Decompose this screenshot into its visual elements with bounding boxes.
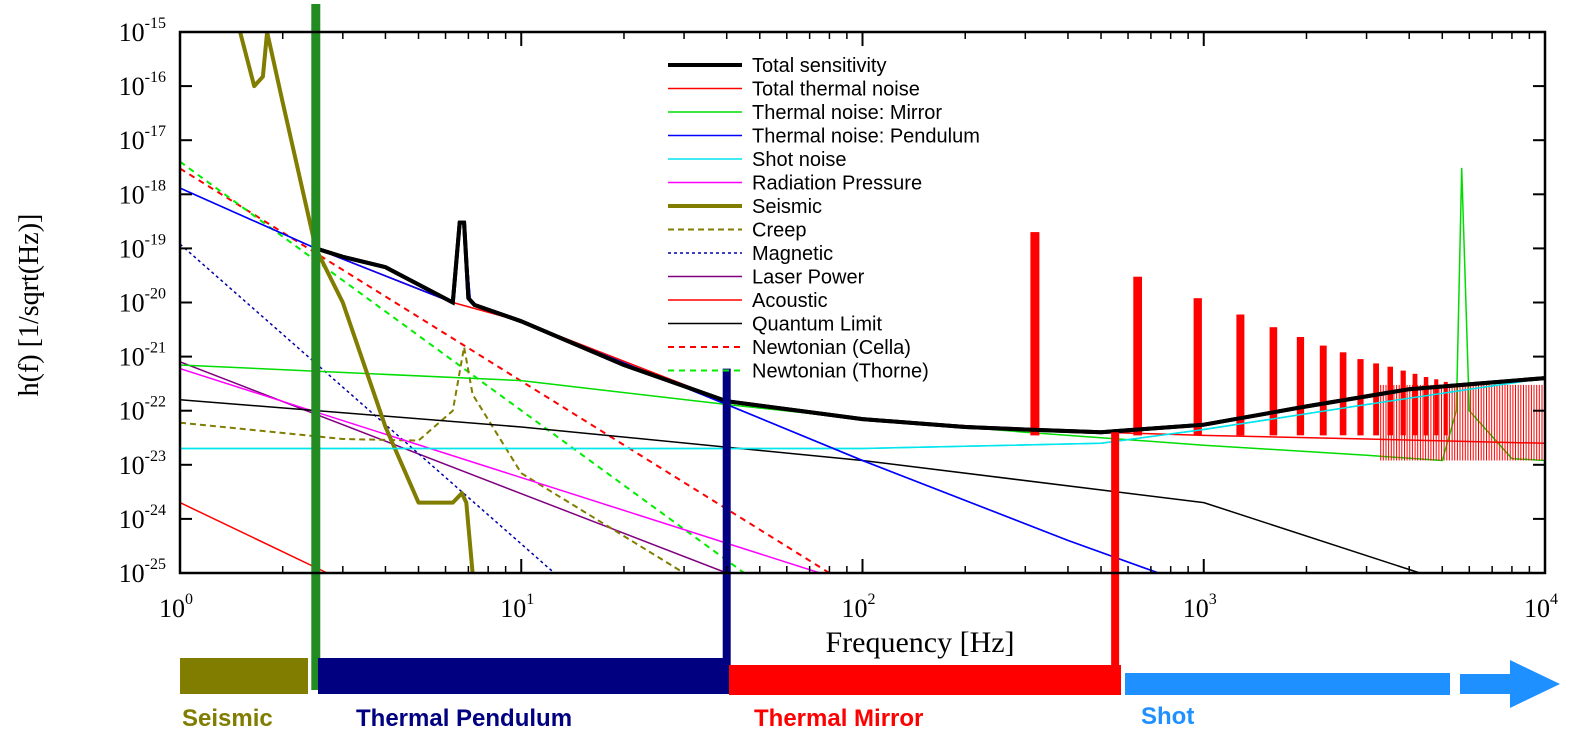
violin-resonance-peak — [1193, 298, 1202, 436]
violin-resonance-peak — [1133, 276, 1142, 436]
y-tick-label: 10-25 — [119, 556, 166, 588]
y-tick-label: 10-17 — [119, 123, 166, 155]
series-radiation-pressure — [180, 367, 821, 573]
violin-resonance-peak — [1443, 381, 1448, 436]
region-bar-seismic — [180, 658, 308, 694]
violin-resonance-peak — [1339, 352, 1347, 436]
legend-label-total-thermal-noise: Total thermal noise — [752, 79, 920, 101]
legend-label-quantum-limit: Quantum Limit — [752, 314, 882, 336]
series-quantum-limit — [180, 398, 1421, 573]
legend-label-acoustic: Acoustic — [752, 290, 828, 312]
legend-label-thermal-noise-mirror: Thermal noise: Mirror — [752, 102, 942, 124]
series-magnetic — [180, 243, 555, 573]
y-tick-label: 10-18 — [119, 177, 166, 209]
x-tick-label: 102 — [842, 591, 876, 623]
x-tick-label: 104 — [1524, 591, 1558, 623]
violin-resonance-peak — [1030, 232, 1040, 436]
violin-resonance-peak — [1236, 314, 1245, 436]
series-layer — [180, 32, 1545, 573]
y-tick-label: 10-15 — [119, 15, 166, 47]
x-axis-label: Frequency [Hz] — [825, 626, 1014, 659]
legend-label-thermal-noise-pendulum: Thermal noise: Pendulum — [752, 126, 980, 148]
violin-resonance-peak — [1296, 337, 1305, 436]
series-creep — [180, 346, 685, 573]
region-label-thermal-mirror: Thermal Mirror — [754, 705, 923, 732]
x-tick-label: 100 — [159, 591, 193, 623]
series-shot-noise-overlay — [180, 377, 1545, 450]
legend-label-seismic: Seismic — [752, 196, 822, 218]
legend-label-radiation-pressure: Radiation Pressure — [752, 173, 922, 195]
region-bar-shot — [1125, 673, 1450, 695]
overlay-layer — [311, 4, 1120, 695]
violin-resonance-peak — [1373, 363, 1379, 436]
region-bar-thermal-mirror — [729, 665, 1121, 695]
region-label-thermal-pendulum: Thermal Pendulum — [356, 705, 572, 732]
x-tick-label: 101 — [500, 591, 534, 623]
region-bar-thermal-pendulum — [318, 658, 726, 694]
y-tick-label: 10-19 — [119, 231, 166, 263]
violin-resonance-peak — [1269, 327, 1278, 436]
arrow-right-icon — [1460, 660, 1560, 708]
legend-label-laser-power: Laser Power — [752, 267, 865, 289]
y-tick-label: 10-21 — [119, 340, 166, 372]
y-tick-label: 10-16 — [119, 69, 166, 101]
axis-layer: 10-15 10-16 10-17 10-18 10-19 10-20 10-21 10-22… — [119, 15, 1558, 623]
y-tick-label: 10-20 — [119, 286, 166, 318]
frequency-region-bar — [180, 658, 1560, 708]
legend-label-newtonian-cella: Newtonian (Cella) — [752, 337, 911, 359]
series-acoustic — [180, 501, 328, 573]
y-axis-label: h(f) [1/sqrt(Hz)] — [14, 214, 45, 397]
violin-resonance-peak — [1400, 370, 1406, 436]
legend-label-creep: Creep — [752, 220, 806, 242]
series-seismic — [238, 32, 475, 573]
x-tick-label: 103 — [1183, 591, 1217, 623]
legend-label-shot-noise: Shot noise — [752, 149, 847, 171]
region-label-shot: Shot — [1141, 703, 1194, 730]
y-tick-label: 10-22 — [119, 394, 166, 426]
series-total-sensitivity-overlay — [315, 220, 1545, 435]
legend-label-newtonian-thorne: Newtonian (Thorne) — [752, 361, 929, 383]
violin-resonance-peak — [1319, 345, 1327, 436]
legend-label-total-sensitivity: Total sensitivity — [752, 55, 887, 77]
legend-label-magnetic: Magnetic — [752, 243, 833, 265]
region-label-seismic: Seismic — [182, 705, 273, 732]
y-tick-label: 10-23 — [119, 448, 166, 480]
y-tick-label: 10-24 — [119, 502, 166, 534]
